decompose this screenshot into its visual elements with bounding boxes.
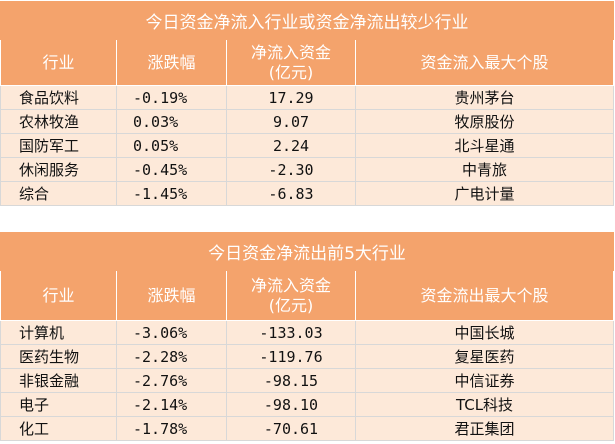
outflow-table-title: 今日资金净流出前5大行业 (0, 232, 615, 271)
amount-cell: 17.29 (226, 85, 356, 110)
industry-cell: 综合 (0, 181, 117, 206)
industry-cell: 食品饮料 (0, 85, 117, 110)
industry-cell: 化工 (0, 416, 117, 441)
col-header-industry: 行业 (0, 270, 117, 321)
table-row: 食品饮料 -0.19% 17.29 贵州茅台 (0, 85, 614, 110)
table-row: 非银金融 -2.76% -98.15 中信证券 (0, 368, 615, 393)
top-stock-cell: 中青旅 (355, 157, 614, 182)
top-stock-cell: 君正集团 (354, 416, 615, 441)
industry-cell: 国防军工 (0, 133, 117, 158)
change-cell: -1.78% (116, 416, 227, 441)
col-header-top-stock: 资金流入最大个股 (355, 39, 614, 86)
amount-cell: -119.76 (226, 344, 356, 369)
table-row: 国防军工 0.05% 2.24 北斗星通 (0, 133, 614, 158)
change-cell: -2.76% (116, 368, 227, 393)
change-cell: -1.45% (116, 181, 227, 206)
col-header-amount-line2: (亿元) (268, 62, 314, 82)
inflow-table: 今日资金净流入行业或资金净流出较少行业 行业 涨跌幅 净流入资金 (亿元) 资金… (0, 1, 614, 206)
col-header-amount-line1: 净流入资金 (250, 42, 331, 62)
amount-cell: -70.61 (226, 416, 356, 441)
top-stock-cell: 中信证券 (354, 368, 615, 393)
top-stock-cell: 中国长城 (354, 320, 615, 345)
top-stock-cell: TCL科技 (354, 392, 615, 417)
industry-cell: 电子 (0, 392, 117, 417)
amount-cell: -6.83 (226, 181, 356, 206)
col-header-amount: 净流入资金 (亿元) (226, 270, 356, 321)
col-header-amount: 净流入资金 (亿元) (226, 39, 356, 86)
top-stock-cell: 牧原股份 (355, 109, 614, 134)
table-row: 综合 -1.45% -6.83 广电计量 (0, 181, 614, 206)
table-row: 计算机 -3.06% -133.03 中国长城 (0, 320, 615, 345)
change-cell: 0.03% (116, 109, 227, 134)
col-header-amount-line1: 净流入资金 (250, 275, 331, 295)
amount-cell: 9.07 (226, 109, 356, 134)
change-cell: -2.14% (116, 392, 227, 417)
col-header-amount-line2: (亿元) (268, 295, 314, 315)
amount-cell: 2.24 (226, 133, 356, 158)
top-stock-cell: 贵州茅台 (355, 85, 614, 110)
col-header-top-stock: 资金流出最大个股 (354, 270, 615, 321)
inflow-table-title: 今日资金净流入行业或资金净流出较少行业 (0, 1, 614, 40)
industry-cell: 农林牧渔 (0, 109, 117, 134)
industry-cell: 医药生物 (0, 344, 117, 369)
table-row: 电子 -2.14% -98.10 TCL科技 (0, 392, 615, 417)
outflow-table: 今日资金净流出前5大行业 行业 涨跌幅 净流入资金 (亿元) 资金流出最大个股 … (0, 232, 615, 441)
industry-cell: 休闲服务 (0, 157, 117, 182)
col-header-change: 涨跌幅 (116, 39, 227, 86)
amount-cell: -98.15 (226, 368, 356, 393)
industry-cell: 计算机 (0, 320, 117, 345)
amount-cell: -133.03 (226, 320, 356, 345)
change-cell: -0.45% (116, 157, 227, 182)
table-row: 医药生物 -2.28% -119.76 复星医药 (0, 344, 615, 369)
table-row: 化工 -1.78% -70.61 君正集团 (0, 416, 615, 441)
col-header-change: 涨跌幅 (116, 270, 227, 321)
top-stock-cell: 北斗星通 (355, 133, 614, 158)
industry-cell: 非银金融 (0, 368, 117, 393)
table-row: 休闲服务 -0.45% -2.30 中青旅 (0, 157, 614, 182)
amount-cell: -98.10 (226, 392, 356, 417)
change-cell: -0.19% (116, 85, 227, 110)
change-cell: 0.05% (116, 133, 227, 158)
table-row: 农林牧渔 0.03% 9.07 牧原股份 (0, 109, 614, 134)
top-stock-cell: 复星医药 (354, 344, 615, 369)
top-stock-cell: 广电计量 (355, 181, 614, 206)
change-cell: -3.06% (116, 320, 227, 345)
amount-cell: -2.30 (226, 157, 356, 182)
change-cell: -2.28% (116, 344, 227, 369)
col-header-industry: 行业 (0, 39, 117, 86)
